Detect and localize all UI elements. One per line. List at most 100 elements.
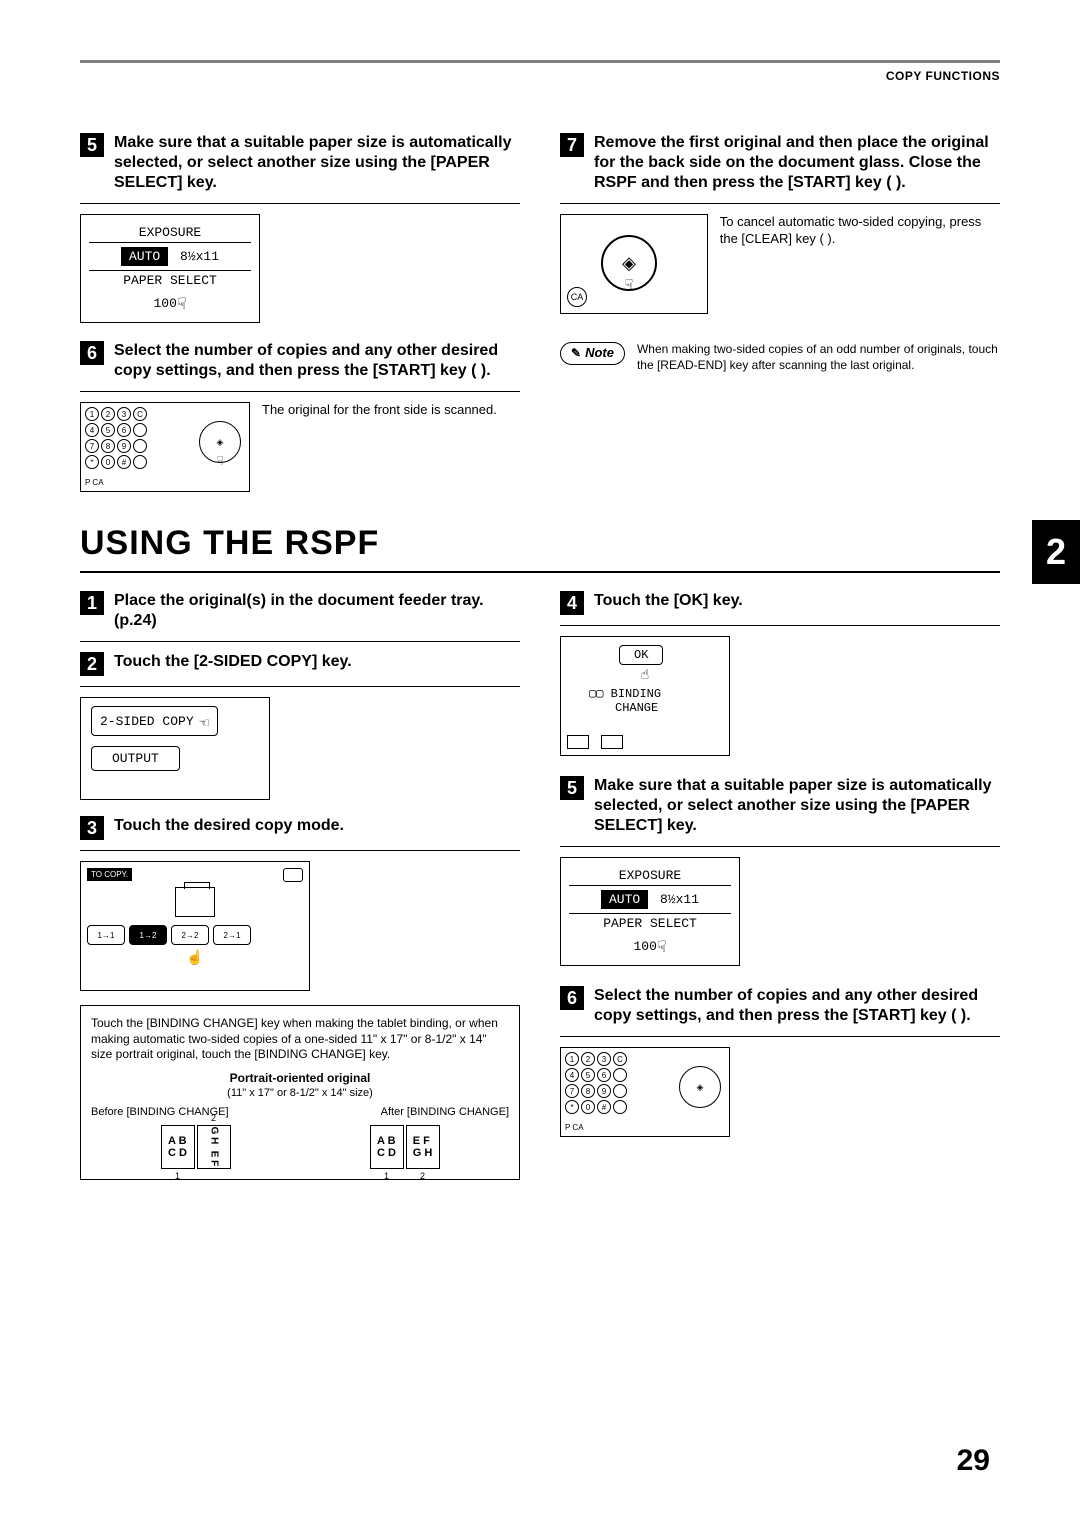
step2-num: 2 <box>80 652 104 676</box>
header-rule <box>80 60 1000 63</box>
before-sample: A BC D1 2G HE F <box>161 1125 231 1169</box>
step5b-num: 5 <box>560 776 584 800</box>
note-badge: ✎ Note <box>560 342 625 365</box>
output-btn: OUTPUT <box>91 746 180 771</box>
mode-2-2: 2→2 <box>171 925 209 945</box>
keypad-box-2: 123C 456 789 *0# P CA ◈ <box>560 1047 730 1137</box>
mode-1-1: 1→1 <box>87 925 125 945</box>
exposure-label-2: EXPOSURE <box>569 866 731 885</box>
paper-size-2: 8½x11 <box>660 892 699 907</box>
finger-icon: ☟ <box>177 296 187 314</box>
top-left-col: 5 Make sure that a suitable paper size i… <box>80 133 520 492</box>
step6b-text: Select the number of copies and any othe… <box>594 986 1000 1026</box>
chapter-tab: 2 <box>1032 520 1080 584</box>
binding-samples: A BC D1 2G HE F A BC D1 E FG H2 <box>91 1125 509 1169</box>
step5-text: Make sure that a suitable paper size is … <box>114 133 520 193</box>
step3-text: Touch the desired copy mode. <box>114 816 344 840</box>
step5-num: 5 <box>80 133 104 157</box>
step4-rule <box>560 625 1000 626</box>
mode-2-1: 2→1 <box>213 925 251 945</box>
page-number: 29 <box>957 1444 990 1478</box>
step5-bottom: 5 Make sure that a suitable paper size i… <box>560 776 1000 836</box>
exposure-panel-2: EXPOSURE AUTO 8½x11 PAPER SELECT 100☟ <box>560 857 740 966</box>
after-sample: A BC D1 E FG H2 <box>370 1125 440 1169</box>
start-key-icon: ◈☟ <box>199 421 241 463</box>
two-sided-btn: 2-SIDED COPY☜ <box>91 706 218 736</box>
step6-rule <box>80 391 520 392</box>
bottom-left-col: 1 Place the original(s) in the document … <box>80 591 520 1180</box>
keypad-box: 123C 456 789 *0# P CA ◈☟ <box>80 402 250 492</box>
mode-panel: TO COPY. 1→1 1→2 2→2 2→1 ☝ <box>80 861 310 991</box>
step3-rule <box>80 850 520 851</box>
binding-sub: (11" x 17" or 8-1/2" x 14" size) <box>91 1086 509 1100</box>
mode-row: 1→1 1→2 2→2 2→1 <box>87 925 303 945</box>
auto-badge-2: AUTO <box>601 890 648 909</box>
bottom-right-col: 4 Touch the [OK] key. OK ☝ ▢▢ BINDING CH… <box>560 591 1000 1180</box>
step5-top: 5 Make sure that a suitable paper size i… <box>80 133 520 193</box>
note-row: ✎ Note When making two-sided copies of a… <box>560 342 1000 373</box>
start-button-icon: ◈☟ <box>601 235 657 291</box>
step7-rule <box>560 203 1000 204</box>
finger-icon: ☝ <box>569 667 721 684</box>
step7-illus: ◈☟ CA To cancel automatic two-sided copy… <box>560 214 1000 314</box>
paper-size: 8½x11 <box>180 249 219 264</box>
step4-num: 4 <box>560 591 584 615</box>
before-label: Before [BINDING CHANGE] <box>91 1105 229 1119</box>
finger-icon: ☝ <box>87 949 303 966</box>
finger-icon: ☟ <box>657 939 667 957</box>
count-row: 100☟ <box>89 290 251 314</box>
after-label: After [BINDING CHANGE] <box>381 1105 509 1119</box>
header-section: COPY FUNCTIONS <box>80 69 1000 83</box>
step5b-rule <box>560 846 1000 847</box>
start-key-icon-2: ◈ <box>679 1066 721 1108</box>
step4: 4 Touch the [OK] key. <box>560 591 1000 615</box>
step7-text: Remove the first original and then place… <box>594 133 1000 193</box>
note-text: When making two-sided copies of an odd n… <box>637 342 1000 373</box>
step7-caption: To cancel automatic two-sided copying, p… <box>720 214 1000 248</box>
mode-header: TO COPY. <box>87 868 132 881</box>
pencil-icon: ✎ <box>571 346 581 362</box>
step7-num: 7 <box>560 133 584 157</box>
step2: 2 Touch the [2-SIDED COPY] key. <box>80 652 520 676</box>
step2-rule <box>80 686 520 687</box>
binding-body: Touch the [BINDING CHANGE] key when maki… <box>91 1016 509 1063</box>
step3: 3 Touch the desired copy mode. <box>80 816 520 840</box>
section-title: USING THE RSPF <box>80 524 1000 563</box>
finger-icon: ☜ <box>200 713 210 733</box>
step1-num: 1 <box>80 591 104 615</box>
step6b-rule <box>560 1036 1000 1037</box>
bottom-columns: 1 Place the original(s) in the document … <box>80 591 1000 1180</box>
auto-badge: AUTO <box>121 247 168 266</box>
mode-1-2: 1→2 <box>129 925 167 945</box>
exposure-panel: EXPOSURE AUTO 8½x11 PAPER SELECT 100☟ <box>80 214 260 323</box>
binding-cols: Before [BINDING CHANGE] After [BINDING C… <box>91 1105 509 1119</box>
note-label: Note <box>585 345 614 362</box>
top-right-col: 7 Remove the first original and then pla… <box>560 133 1000 492</box>
paper-select-label-2: PAPER SELECT <box>569 914 731 933</box>
step6-top: 6 Select the number of copies and any ot… <box>80 341 520 381</box>
step1-rule <box>80 641 520 642</box>
step2-text: Touch the [2-SIDED COPY] key. <box>114 652 352 676</box>
step6-num: 6 <box>80 341 104 365</box>
top-columns: 5 Make sure that a suitable paper size i… <box>80 133 1000 492</box>
ca-key-icon: CA <box>567 287 587 307</box>
paper-row-2: AUTO 8½x11 <box>569 885 731 914</box>
printer-icon <box>175 887 215 917</box>
ok-button: OK <box>619 645 663 665</box>
step3-num: 3 <box>80 816 104 840</box>
step1: 1 Place the original(s) in the document … <box>80 591 520 631</box>
step1-text: Place the original(s) in the document fe… <box>114 591 520 631</box>
ok-panel: OK ☝ ▢▢ BINDING CHANGE <box>560 636 730 756</box>
document-glass-diagram: ◈☟ CA <box>560 214 708 314</box>
step5b-text: Make sure that a suitable paper size is … <box>594 776 1000 836</box>
step6-illus: 123C 456 789 *0# P CA ◈☟ The original fo… <box>80 402 520 492</box>
step6-text: Select the number of copies and any othe… <box>114 341 520 381</box>
step4-text: Touch the [OK] key. <box>594 591 743 615</box>
step7: 7 Remove the first original and then pla… <box>560 133 1000 193</box>
paper-select-label: PAPER SELECT <box>89 271 251 290</box>
two-sided-panel: 2-SIDED COPY☜ OUTPUT <box>80 697 270 800</box>
count-row-2: 100☟ <box>569 933 731 957</box>
section-rule <box>80 571 1000 573</box>
paper-row: AUTO 8½x11 <box>89 242 251 271</box>
step5-rule <box>80 203 520 204</box>
